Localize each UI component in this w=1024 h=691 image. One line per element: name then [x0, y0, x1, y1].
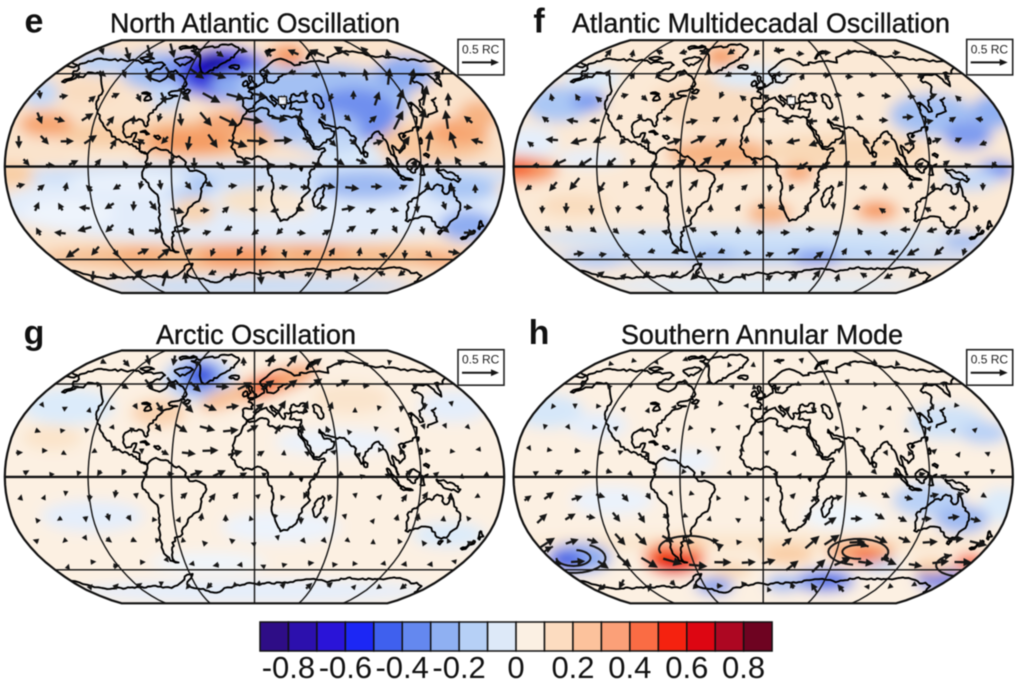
- svg-text:0.2: 0.2: [551, 650, 594, 685]
- svg-text:h: h: [529, 314, 550, 352]
- svg-text:0.5 RC: 0.5 RC: [971, 42, 1009, 56]
- svg-text:Arctic Oscillation: Arctic Oscillation: [156, 319, 356, 350]
- svg-text:g: g: [24, 314, 45, 352]
- svg-text:-0.8: -0.8: [262, 650, 315, 685]
- svg-text:0.5 RC: 0.5 RC: [462, 42, 500, 56]
- svg-text:0.8: 0.8: [722, 650, 765, 685]
- svg-text:f: f: [533, 3, 545, 41]
- svg-text:0.6: 0.6: [665, 650, 708, 685]
- svg-text:0.5 RC: 0.5 RC: [462, 353, 500, 367]
- svg-text:-0.6: -0.6: [319, 650, 372, 685]
- svg-text:0: 0: [507, 650, 524, 685]
- svg-text:0.5 RC: 0.5 RC: [971, 353, 1009, 367]
- svg-text:Atlantic Multidecadal Oscillat: Atlantic Multidecadal Oscillation: [572, 8, 950, 39]
- svg-text:-0.4: -0.4: [375, 650, 428, 685]
- svg-text:North Atlantic Oscillation: North Atlantic Oscillation: [110, 8, 400, 39]
- svg-text:0.4: 0.4: [608, 650, 651, 685]
- svg-text:Southern Annular Mode: Southern Annular Mode: [621, 319, 903, 350]
- svg-text:e: e: [25, 3, 44, 41]
- svg-text:-0.2: -0.2: [432, 650, 485, 685]
